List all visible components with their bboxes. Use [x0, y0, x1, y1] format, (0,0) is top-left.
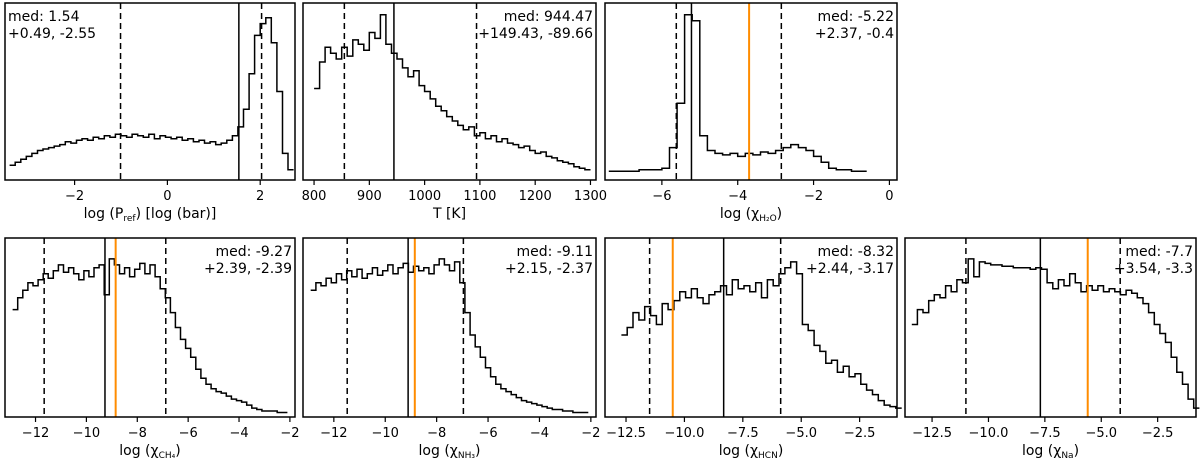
histogram-step — [9, 17, 294, 171]
interval-annotation: +2.15, -2.37 — [505, 261, 593, 277]
x-tick-label: −2 — [581, 426, 600, 441]
x-axis-label: T [K] — [432, 206, 466, 222]
interval-annotation: +149.43, -89.66 — [478, 26, 593, 42]
panel-7: −12.5 −10.0 −7.5 −5.0 −2.5 log (χNa) med: -7.7… — [904, 237, 1200, 461]
histogram-step — [12, 258, 288, 414]
axes-frame — [904, 237, 1197, 418]
x-axis-label: log (χNH₃) — [419, 443, 481, 461]
median-annotation: med: -8.32 — [817, 244, 894, 260]
x-tick-label: −4 — [229, 426, 248, 441]
panel-4: −12 −10 −8 −6 −4 −2 log (χCH₄) med: -9.27+2.39,… — [4, 237, 299, 461]
histogram-step — [608, 14, 867, 172]
interval-annotation: +3.54, -3.3 — [1114, 261, 1193, 277]
histogram-step — [314, 14, 591, 171]
axes-frame — [4, 2, 296, 181]
x-tick-label: −12.5 — [606, 426, 646, 441]
median-annotation: med: -9.11 — [516, 244, 593, 260]
x-tick-label: 1100 — [463, 189, 496, 204]
histogram-step — [621, 261, 902, 409]
x-tick-label: −4 — [728, 189, 747, 204]
axes-frame — [604, 237, 898, 418]
x-tick-label: −2 — [804, 189, 823, 204]
x-tick-label: −10.0 — [665, 426, 705, 441]
interval-annotation: +2.39, -2.39 — [204, 261, 292, 277]
median-annotation: med: -7.7 — [1125, 244, 1193, 260]
median-annotation: med: -9.27 — [215, 244, 292, 260]
x-tick-label: −6 — [652, 189, 671, 204]
x-tick-label: −2.5 — [844, 426, 876, 441]
x-tick-label: −5.0 — [1085, 426, 1117, 441]
x-tick-label: −12 — [320, 426, 347, 441]
x-tick-label: −7.5 — [727, 426, 759, 441]
panel-5: −12 −10 −8 −6 −4 −2 log (χNH₃) med: -9.11+2.15,… — [302, 237, 600, 461]
axes-frame — [4, 237, 296, 418]
median-annotation: med: -5.22 — [817, 9, 894, 25]
x-tick-label: −8 — [128, 426, 147, 441]
median-annotation: med: 944.47 — [504, 9, 593, 25]
x-axis-label: log (χCH₄) — [119, 443, 180, 461]
axes-frame — [302, 2, 597, 181]
x-tick-label: 1200 — [519, 189, 552, 204]
x-tick-label: −10 — [372, 426, 399, 441]
x-tick-label: −2.5 — [1142, 426, 1174, 441]
histogram-step — [911, 258, 1200, 409]
x-axis-label: log (χH₂O) — [720, 206, 782, 224]
x-tick-label: 1300 — [574, 189, 607, 204]
panel-1: −2 0 2 log (Pref) [log (bar)] med: 1.54+0.49… — [4, 2, 296, 224]
x-tick-label: −8 — [427, 426, 446, 441]
interval-annotation: +0.49, -2.55 — [8, 26, 96, 42]
median-annotation: med: 1.54 — [8, 9, 80, 25]
x-tick-label: −10 — [73, 426, 100, 441]
interval-annotation: +2.44, -3.17 — [806, 261, 894, 277]
x-tick-label: −12 — [22, 426, 49, 441]
axes-frame — [302, 237, 597, 418]
x-tick-label: −2 — [65, 189, 84, 204]
x-tick-label: 0 — [885, 189, 893, 204]
x-tick-label: −6 — [179, 426, 198, 441]
x-tick-label: −5.0 — [785, 426, 817, 441]
x-tick-label: −2 — [280, 426, 299, 441]
x-tick-label: −7.5 — [1029, 426, 1061, 441]
x-tick-label: −6 — [478, 426, 497, 441]
x-tick-label: −4 — [530, 426, 549, 441]
x-axis-label: log (Pref) [log (bar)] — [84, 206, 217, 224]
x-tick-label: −10.0 — [969, 426, 1009, 441]
x-tick-label: 2 — [256, 189, 264, 204]
x-tick-label: 0 — [163, 189, 171, 204]
x-axis-label: log (χHCN) — [719, 443, 784, 461]
x-tick-label: 900 — [357, 189, 382, 204]
panel-3: −6 −4 −2 0 log (χH₂O) med: -5.22+2.37, -0.4 — [604, 2, 898, 224]
interval-annotation: +2.37, -0.4 — [815, 26, 894, 42]
x-tick-label: 1000 — [408, 189, 441, 204]
histogram-step — [310, 258, 589, 414]
x-tick-label: 800 — [302, 189, 327, 204]
panel-6: −12.5 −10.0 −7.5 −5.0 −2.5 log (χHCN) med: -8.… — [604, 237, 902, 461]
x-axis-label: log (χNa) — [1022, 443, 1079, 461]
panel-2: 800 900 1000 1100 1200 1300 T [K] med: 944.47+1… — [302, 2, 607, 222]
axes-frame — [604, 2, 898, 181]
x-tick-label: −12.5 — [912, 426, 952, 441]
